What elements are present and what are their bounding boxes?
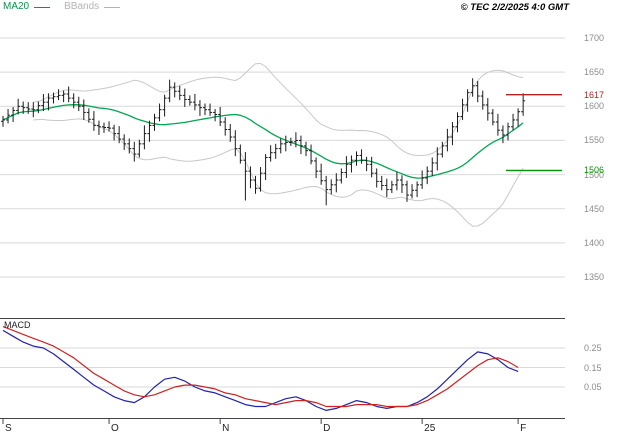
macd-panel-label: MACD [4,320,31,330]
x-axis-label-O: O [111,423,119,434]
legend-bbands-label: BBands [64,1,100,12]
macd-axis-tick-0.05: 0.05 [584,382,602,392]
price-axis-tick-1500: 1500 [584,169,605,180]
price-axis-tick-1450: 1450 [584,203,605,214]
price-axis-tick-1350: 1350 [584,272,605,282]
x-axis-label-D: D [323,423,331,434]
price-axis-tick-1650: 1650 [584,67,605,78]
price-axis-tick-1550: 1550 [584,135,605,146]
price-axis-tick-1400: 1400 [584,237,605,248]
ma20-line-swatch [34,6,51,8]
price-axis-tick-1700: 1700 [584,33,605,43]
chart-legend: MA20 BBands [3,2,129,12]
price-axis-tick-1600: 1600 [584,101,605,112]
x-axis-label-N: N [222,423,230,434]
copyright-text: © TEC 2/2/2025 4:0 GMT [460,2,569,13]
support-level-label: 1506 [584,165,605,176]
macd-axis-tick-0.15: 0.15 [584,362,602,373]
resistance-level-label: 1617 [584,89,605,100]
x-axis-label-S: S [5,423,12,434]
x-axis-label-F: F [520,423,527,434]
bbands-line-swatch [104,6,121,8]
macd-axis-tick-0.25: 0.25 [584,343,602,353]
x-axis-label-25: 25 [424,423,436,434]
legend-ma20-label: MA20 [3,1,30,12]
